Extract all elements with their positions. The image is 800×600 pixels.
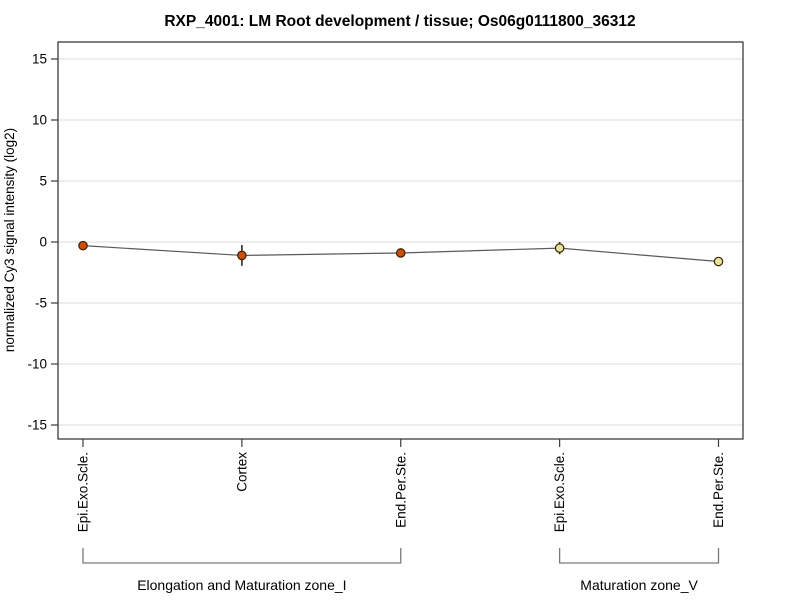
group-bracket: [558, 548, 720, 564]
group-label: Elongation and Maturation zone_I: [137, 577, 346, 593]
y-axis-title: normalized Cy3 signal intensity (log2): [2, 128, 17, 352]
x-category-label: Cortex: [234, 452, 249, 492]
data-point: [713, 256, 724, 267]
data-point: [78, 240, 88, 251]
x-category-label: End.Per.Ste.: [711, 452, 726, 528]
y-tick-label: -10: [27, 357, 47, 372]
x-category-label: Epi.Exo.Scle.: [552, 452, 567, 532]
group-label: Maturation zone_V: [580, 577, 698, 593]
y-tick-label: 5: [39, 174, 47, 189]
data-point: [237, 250, 247, 261]
chart-title: RXP_4001: LM Root development / tissue; …: [164, 13, 635, 30]
data-point: [395, 248, 406, 258]
x-category-label: End.Per.Ste.: [393, 452, 408, 528]
data-point: [554, 243, 565, 253]
y-tick-label: 10: [32, 113, 47, 128]
y-tick-label: -5: [35, 296, 47, 311]
y-tick-label: -15: [27, 418, 47, 433]
y-tick-label: 0: [39, 235, 47, 250]
plot-border: [57, 41, 744, 440]
y-tick-label: 15: [32, 52, 47, 67]
x-category-label: Epi.Exo.Scle.: [76, 452, 91, 532]
plot-area: 15 10 5 0 -5 -10 -15 Epi.Exo.Scle. Cortex End.Per…: [27, 41, 744, 593]
group-bracket: [82, 548, 402, 564]
